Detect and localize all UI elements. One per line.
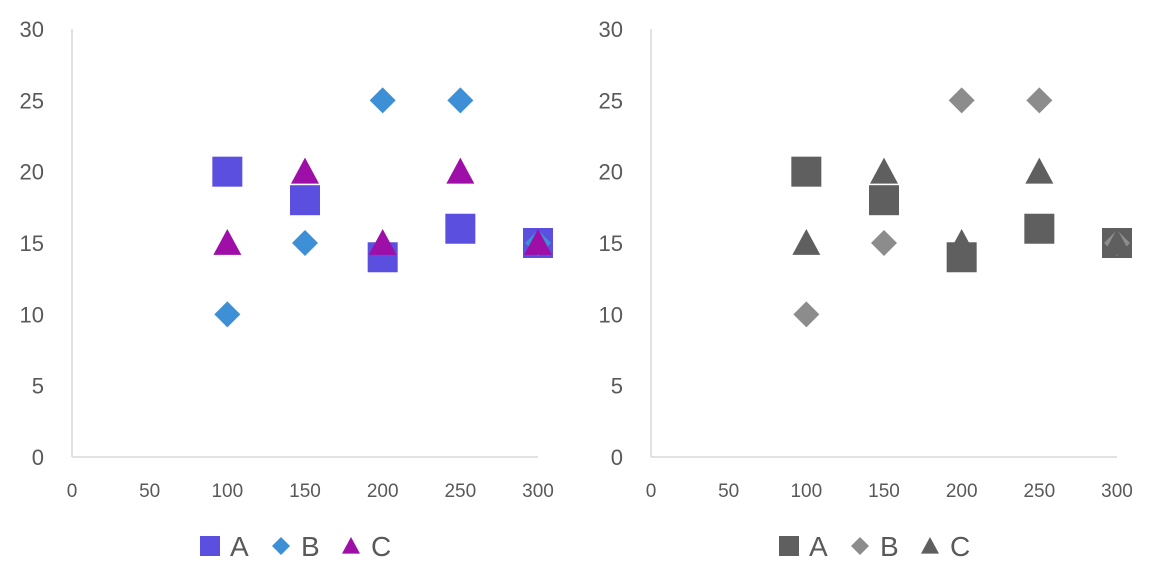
series-a-point	[445, 213, 476, 244]
y-tick-label: 30	[599, 17, 623, 42]
series-b-point	[1026, 87, 1053, 114]
x-tick-label: 200	[946, 481, 978, 502]
y-tick-label: 10	[599, 302, 623, 327]
series-c-point	[870, 157, 898, 184]
series-b-point	[369, 87, 396, 114]
legend-square-icon	[200, 536, 220, 556]
x-tick-label: 300	[1101, 481, 1133, 502]
y-tick-label: 5	[611, 374, 623, 399]
scatter-chart-grayscale: 0 5 10 15 20 25 30 0 50 100 150 200 250 300 A B C	[579, 0, 1158, 586]
series-c-point	[368, 229, 397, 255]
x-tick-label: 250	[444, 481, 476, 502]
legend-diamond-icon	[851, 537, 869, 555]
legend-item-b: B	[272, 531, 320, 562]
x-tick-label: 50	[718, 481, 739, 502]
legend-item-b: B	[851, 531, 899, 562]
series-a-point	[290, 185, 320, 216]
x-tick-label: 150	[868, 481, 900, 502]
y-tick-label: 25	[599, 88, 623, 113]
x-tick-label: 50	[139, 481, 160, 502]
legend-triangle-icon	[342, 537, 360, 554]
scatter-chart-color: 0 5 10 15 20 25 30 0 50 100 150 200 250 300 A B C	[20, 17, 554, 562]
series-c-point	[947, 229, 976, 255]
series-b-point	[948, 87, 975, 114]
series-b-point	[871, 230, 897, 256]
series-b-point	[447, 87, 474, 114]
y-tick-label: 15	[20, 231, 44, 256]
y-tick-label: 30	[20, 17, 44, 42]
y-tick-label: 25	[20, 88, 44, 113]
x-tick-label: 250	[1023, 481, 1055, 502]
series-a-point	[791, 156, 822, 187]
legend-square-icon	[779, 536, 799, 556]
legend-item-a: A	[200, 531, 249, 562]
series-c-point	[291, 157, 319, 184]
series-c-point	[792, 229, 821, 255]
x-tick-label: 0	[67, 481, 78, 502]
y-tick-label: 15	[599, 231, 623, 256]
series-c-point	[446, 157, 475, 184]
y-tick-label: 0	[611, 445, 623, 470]
legend-item-a: A	[779, 531, 828, 562]
x-tick-label: 150	[289, 481, 321, 502]
y-tick-label: 20	[20, 160, 44, 185]
legend-triangle-icon	[921, 537, 939, 554]
x-tick-label: 300	[522, 481, 554, 502]
y-tick-label: 10	[20, 302, 44, 327]
series-b-point	[793, 301, 820, 328]
x-tick-label: 200	[367, 481, 399, 502]
series-a-point	[212, 156, 243, 187]
legend-label: B	[301, 531, 320, 562]
series-c-point	[524, 229, 552, 255]
legend-label: B	[880, 531, 899, 562]
x-tick-label: 100	[211, 481, 243, 502]
legend-label: A	[230, 531, 249, 562]
series-b-point	[292, 230, 318, 256]
series-c-point	[1103, 229, 1131, 255]
legend-item-c: C	[921, 531, 970, 562]
series-b-point	[214, 301, 241, 328]
x-tick-label: 0	[646, 481, 657, 502]
y-tick-label: 5	[32, 374, 44, 399]
x-tick-label: 100	[790, 481, 822, 502]
series-a-point	[1024, 213, 1055, 244]
series-a-point	[869, 185, 899, 216]
legend-label: C	[371, 531, 391, 562]
series-c-point	[1025, 157, 1054, 184]
legend-label: A	[809, 531, 828, 562]
legend-label: C	[950, 531, 970, 562]
y-tick-label: 0	[32, 445, 44, 470]
legend-diamond-icon	[272, 537, 290, 555]
y-tick-label: 20	[599, 160, 623, 185]
legend-item-c: C	[342, 531, 391, 562]
series-c-point	[213, 229, 242, 255]
